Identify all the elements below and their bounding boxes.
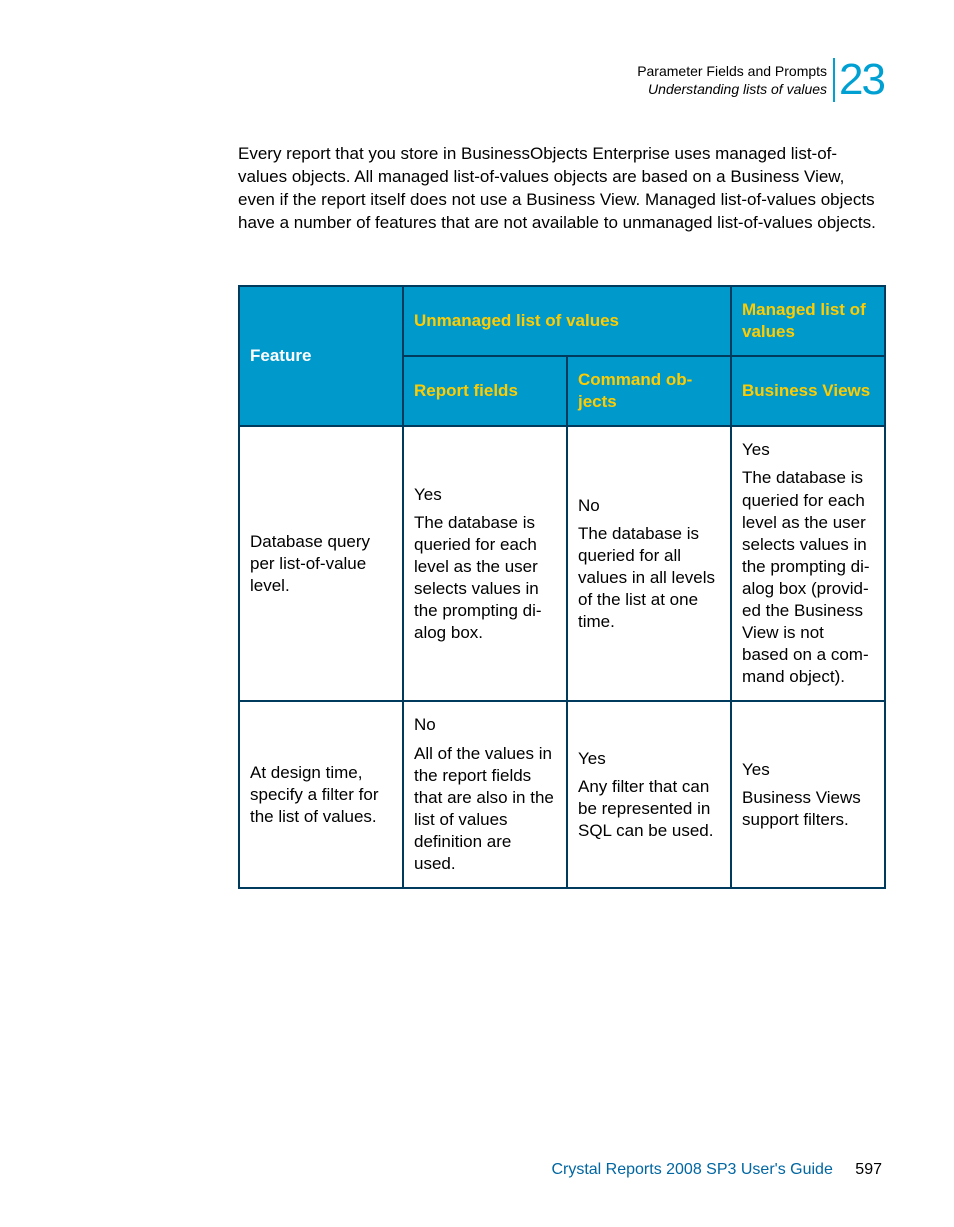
th-feature-label: Feature: [250, 346, 311, 365]
th-business-views: Business Views: [731, 356, 885, 426]
page-header: Parameter Fields and Prompts Understandi…: [637, 58, 884, 102]
cell-business-views: Yes The database is queried for each lev…: [731, 426, 885, 701]
cell-feature: At design time, specify a filter for the…: [239, 701, 403, 888]
th-unmanaged-label: Unmanaged list of values: [414, 311, 619, 330]
cell-body: The database is queried for each level a…: [742, 467, 874, 688]
chapter-number: 23: [839, 58, 884, 102]
cell-head: No: [578, 495, 720, 517]
cell-head: Yes: [742, 759, 874, 781]
th-report-fields: Report fields: [403, 356, 567, 426]
feature-comparison-table: Feature Unmanaged list of values Managed…: [238, 285, 886, 889]
table-row: At design time, specify a filter for the…: [239, 701, 885, 888]
header-divider: [833, 58, 835, 102]
th-feature: Feature: [239, 286, 403, 426]
chapter-title: Parameter Fields and Prompts: [637, 62, 827, 80]
th-report-fields-label: Report fields: [414, 381, 518, 400]
th-unmanaged: Unmanaged list of values: [403, 286, 731, 356]
th-command-objects: Command ob­jects: [567, 356, 731, 426]
intro-paragraph: Every report that you store in BusinessO…: [238, 143, 878, 235]
footer-title: Crystal Reports 2008 SP3 User's Guide: [551, 1161, 832, 1178]
cell-report-fields: No All of the values in the report field…: [403, 701, 567, 888]
th-business-views-label: Business Views: [742, 381, 870, 400]
page-footer: Crystal Reports 2008 SP3 User's Guide 59…: [551, 1161, 882, 1179]
footer-page-number: 597: [855, 1161, 882, 1178]
cell-head: Yes: [414, 484, 556, 506]
table-row: Database query per list-of-value level. …: [239, 426, 885, 701]
cell-body: The database is queried for each level a…: [414, 512, 556, 645]
cell-report-fields: Yes The database is queried for each lev…: [403, 426, 567, 701]
cell-head: Yes: [578, 748, 720, 770]
cell-head: Yes: [742, 439, 874, 461]
cell-head: No: [414, 714, 556, 736]
cell-body: All of the values in the report fields t…: [414, 743, 556, 876]
th-command-objects-label: Command ob­jects: [578, 370, 692, 411]
cell-body: Any filter that can be represent­ed in S…: [578, 776, 720, 842]
cell-command-objects: Yes Any filter that can be represent­ed …: [567, 701, 731, 888]
cell-body: The database is queried for all values i…: [578, 523, 720, 633]
cell-command-objects: No The database is queried for all value…: [567, 426, 731, 701]
header-text-block: Parameter Fields and Prompts Understandi…: [637, 62, 827, 98]
cell-body: Business Views support filters.: [742, 787, 874, 831]
th-managed-label: Managed list of values: [742, 300, 866, 341]
chapter-subtitle: Understanding lists of values: [637, 80, 827, 98]
th-managed: Managed list of values: [731, 286, 885, 356]
cell-feature: Database query per list-of-value level.: [239, 426, 403, 701]
cell-business-views: Yes Business Views support filters.: [731, 701, 885, 888]
